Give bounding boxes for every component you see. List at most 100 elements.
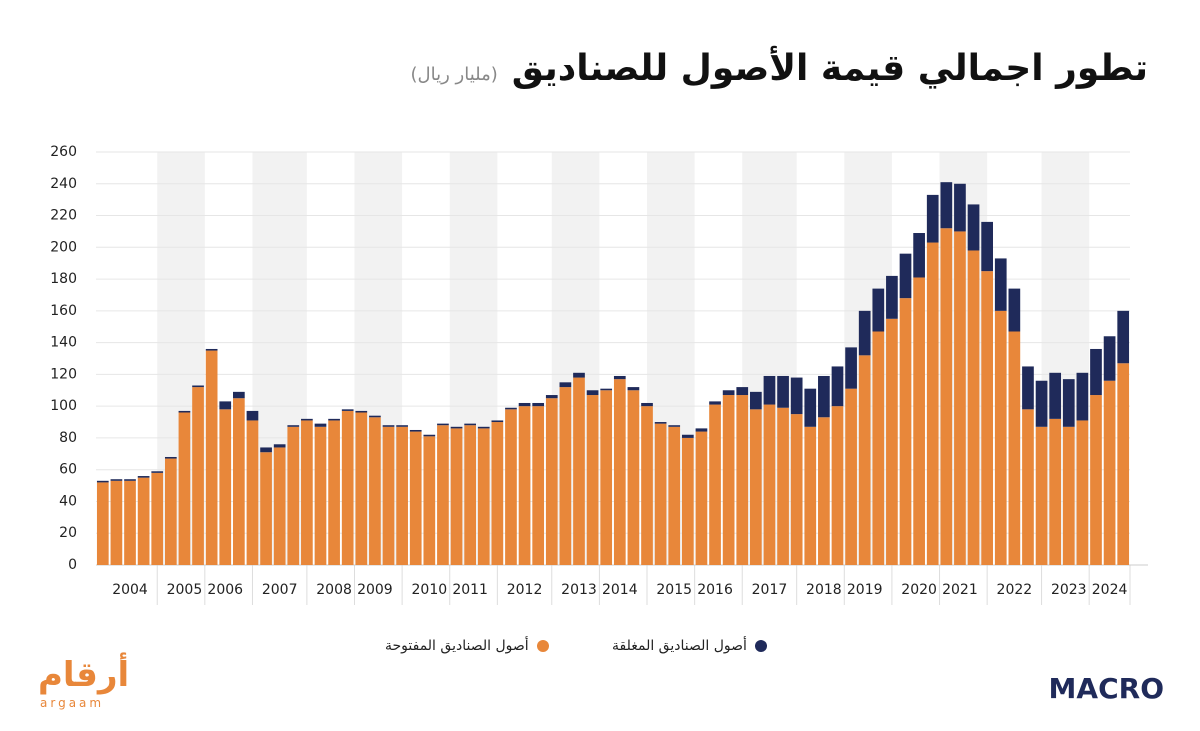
bar-segment [1090, 395, 1102, 565]
bar-segment [192, 387, 204, 565]
bar-segment [1049, 418, 1062, 565]
legend-swatch [754, 640, 767, 652]
bar-segment [246, 410, 259, 421]
x-tick-label: 2016 [697, 582, 733, 598]
bar-segment [450, 426, 463, 429]
bar-segment [178, 412, 191, 565]
y-tick-label: 20 [59, 525, 77, 541]
bar-segment [233, 398, 245, 565]
bar-segment [845, 347, 857, 389]
bar-segment [1117, 363, 1130, 565]
bar-segment [1062, 426, 1075, 565]
x-tick-label: 2020 [901, 582, 937, 598]
bar-segment [96, 482, 109, 565]
y-tick-label: 180 [50, 271, 77, 287]
bar-segment [137, 477, 150, 565]
bar-segment [110, 479, 123, 481]
bar-segment [287, 426, 300, 565]
x-tick-label: 2014 [602, 582, 638, 598]
bar-segment [613, 379, 626, 565]
bar-segment [681, 437, 694, 565]
x-tick-label: 2017 [752, 582, 788, 598]
y-tick-label: 100 [50, 398, 77, 414]
bar-segment [314, 423, 327, 427]
bar-segment [736, 387, 749, 396]
bar-segment [940, 228, 953, 565]
bar-segment [328, 420, 340, 565]
bar-segment [668, 426, 681, 565]
bar-segment [641, 402, 653, 407]
bar-segment [709, 404, 721, 565]
bar-segment [994, 310, 1007, 565]
bar-segment [709, 401, 721, 405]
x-tick-label: 2007 [262, 582, 298, 598]
bar-segment [287, 425, 300, 427]
bar-segment [532, 402, 545, 407]
bar-segment [437, 425, 449, 565]
bar-segment [382, 426, 395, 565]
bar-segment [886, 275, 898, 319]
bar-segment [273, 444, 286, 448]
bar-segment [954, 231, 966, 565]
bar-segment [314, 426, 327, 565]
bar-segment [559, 382, 572, 388]
bar-segment [722, 390, 735, 396]
chart-title: تطور اجمالي قيمة الأصول للصناديق [511, 48, 1148, 89]
bar-segment [96, 480, 109, 483]
bar-segment [505, 409, 517, 565]
bar-segment [532, 406, 545, 565]
y-tick-label: 160 [50, 303, 77, 319]
title-block: تطور اجمالي قيمة الأصول للصناديق (مليار ر… [411, 48, 1148, 89]
bar-segment [1035, 426, 1048, 565]
bar-segment [940, 182, 953, 229]
bar-segment [423, 434, 436, 437]
bar-segment [477, 426, 490, 429]
bar-segment [954, 183, 966, 232]
y-tick-label: 60 [59, 462, 77, 478]
x-tick-label: 2011 [452, 582, 488, 598]
bar-segment [573, 377, 585, 565]
bar-segment [450, 428, 463, 565]
bar-segment [559, 387, 572, 565]
x-tick-label: 2012 [507, 582, 543, 598]
bar-segment [437, 423, 449, 426]
bar-segment [164, 456, 177, 459]
bar-segment [627, 390, 640, 565]
bar-segment [192, 385, 204, 388]
bar-segment [355, 410, 368, 413]
bar-segment [491, 420, 504, 423]
bar-segment [586, 395, 599, 565]
bar-segment [899, 298, 912, 565]
x-tick-label: 2015 [656, 582, 692, 598]
bar-segment [273, 447, 286, 565]
bar-segment [1117, 310, 1130, 364]
bar-segment [396, 426, 408, 565]
bar-segment [1022, 409, 1034, 565]
y-tick-label: 220 [50, 208, 77, 224]
bar-segment [818, 375, 830, 418]
bar-segment [613, 375, 626, 380]
legend-swatch [536, 640, 549, 652]
bar-segment [967, 204, 980, 251]
bar-segment [845, 388, 857, 565]
bar-segment [722, 395, 735, 565]
x-tick-label: 2023 [1051, 582, 1087, 598]
legend-label: أصول الصناديق المغلقة [612, 638, 747, 654]
bar-segment [627, 387, 640, 391]
bar-segment [790, 414, 803, 565]
bar-segment [409, 429, 422, 432]
bar-segment [886, 318, 898, 565]
bar-segment [750, 409, 762, 565]
x-tick-label: 2024 [1092, 582, 1128, 598]
bar-segment [777, 407, 789, 565]
bar-segment [858, 355, 871, 565]
bar-segment [804, 388, 817, 427]
bar-segment [505, 407, 517, 410]
bar-segment [641, 406, 653, 565]
bar-segment [695, 431, 708, 565]
bar-segment [763, 404, 776, 565]
bar-segment [1090, 348, 1102, 396]
bar-segment [518, 402, 531, 407]
